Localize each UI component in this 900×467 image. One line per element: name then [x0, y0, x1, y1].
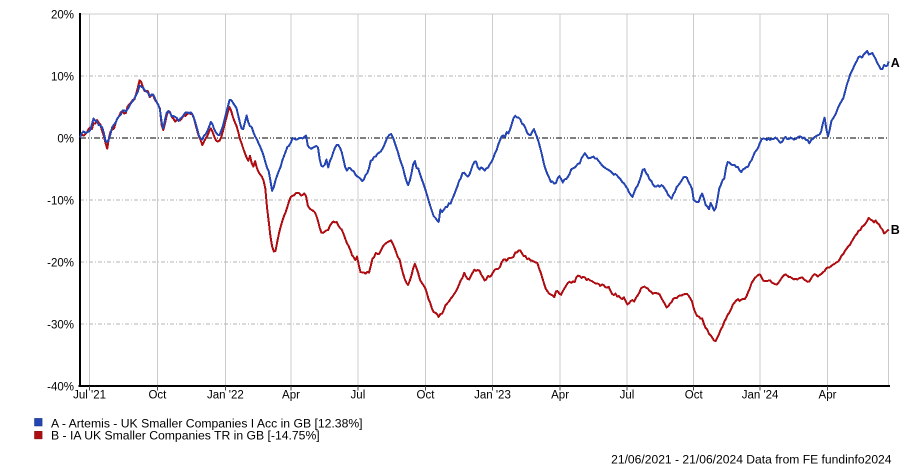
- svg-text:Apr: Apr: [282, 390, 300, 402]
- svg-text:Jan '22: Jan '22: [207, 390, 244, 402]
- svg-text:Jul: Jul: [620, 390, 635, 402]
- svg-text:Oct: Oct: [685, 390, 704, 402]
- svg-text:Jan '23: Jan '23: [474, 390, 511, 402]
- svg-text:A: A: [891, 56, 900, 70]
- svg-text:A - Artemis - UK Smaller Compa: A - Artemis - UK Smaller Companies I Acc…: [51, 416, 363, 430]
- svg-text:Jan '24: Jan '24: [742, 390, 779, 402]
- svg-text:-20%: -20%: [47, 257, 74, 269]
- svg-text:20%: 20%: [51, 9, 74, 21]
- svg-text:B - IA UK Smaller Companies TR: B - IA UK Smaller Companies TR in GB [-1…: [51, 429, 320, 443]
- svg-text:10%: 10%: [51, 71, 74, 83]
- svg-text:Oct: Oct: [148, 390, 167, 402]
- svg-text:Jul '21: Jul '21: [73, 390, 106, 402]
- svg-text:0%: 0%: [57, 133, 74, 145]
- svg-text:Oct: Oct: [417, 390, 436, 402]
- svg-text:B: B: [891, 223, 900, 237]
- svg-text:Jul: Jul: [351, 390, 366, 402]
- svg-text:-10%: -10%: [47, 195, 74, 207]
- svg-text:Apr: Apr: [819, 390, 837, 402]
- svg-text:21/06/2021 - 21/06/2024 Data f: 21/06/2021 - 21/06/2024 Data from FE fun…: [611, 452, 892, 466]
- svg-text:-30%: -30%: [47, 319, 74, 331]
- svg-text:-40%: -40%: [47, 381, 74, 393]
- svg-text:Apr: Apr: [551, 390, 569, 402]
